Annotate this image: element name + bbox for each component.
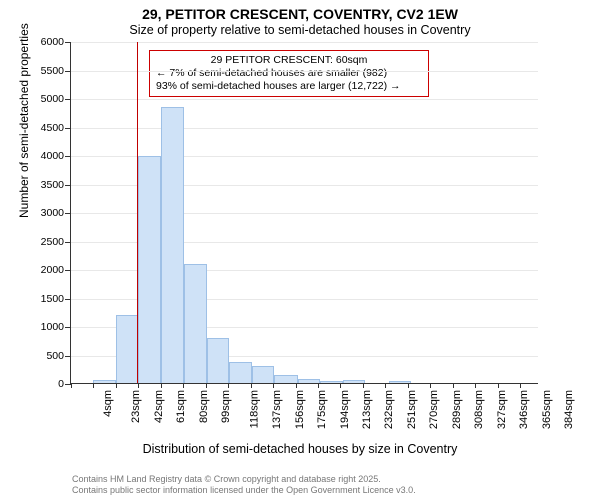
credits-block: Contains HM Land Registry data © Crown c… — [72, 474, 416, 497]
x-tick-label: 194sqm — [339, 390, 351, 429]
x-tick-label: 42sqm — [153, 390, 165, 423]
x-tick-label: 289sqm — [451, 390, 463, 429]
y-tick — [65, 71, 71, 72]
histogram-bar — [229, 362, 251, 383]
x-tick — [251, 383, 252, 388]
x-tick-label: 61sqm — [175, 390, 187, 423]
histogram-bar — [252, 366, 274, 383]
y-tick — [65, 242, 71, 243]
y-tick — [65, 128, 71, 129]
annotation-line: 29 PETITOR CRESCENT: 60sqm — [156, 54, 422, 67]
y-tick — [65, 156, 71, 157]
x-tick — [385, 383, 386, 388]
x-tick-label: 118sqm — [248, 390, 260, 428]
x-tick — [475, 383, 476, 388]
x-tick-label: 4sqm — [102, 390, 114, 417]
x-tick-label: 23sqm — [130, 390, 142, 423]
y-tick — [65, 299, 71, 300]
annotation-line: ← 7% of semi-detached houses are smaller… — [156, 67, 422, 80]
histogram-bar — [93, 380, 115, 383]
y-tick-label: 1500 — [41, 293, 64, 305]
x-tick — [453, 383, 454, 388]
x-tick-label: 327sqm — [496, 390, 508, 429]
y-tick-label: 3500 — [41, 179, 64, 191]
x-tick — [273, 383, 274, 388]
plot-area: 29 PETITOR CRESCENT: 60sqm ← 7% of semi-… — [70, 42, 538, 384]
y-tick — [65, 270, 71, 271]
histogram-bar — [184, 264, 206, 383]
x-tick-label: 80sqm — [198, 390, 210, 423]
y-tick — [65, 99, 71, 100]
x-tick — [520, 383, 521, 388]
y-tick — [65, 327, 71, 328]
x-tick — [498, 383, 499, 388]
x-tick — [318, 383, 319, 388]
y-tick-label: 500 — [46, 350, 64, 362]
y-tick-label: 5500 — [41, 65, 64, 77]
x-tick-label: 175sqm — [316, 390, 328, 429]
x-tick-label: 251sqm — [406, 390, 418, 429]
y-tick-label: 2500 — [41, 236, 64, 248]
x-tick — [408, 383, 409, 388]
credit-line: Contains HM Land Registry data © Crown c… — [72, 474, 416, 485]
x-tick — [93, 383, 94, 388]
histogram-bar — [298, 379, 320, 383]
x-tick — [206, 383, 207, 388]
x-tick-label: 137sqm — [271, 390, 283, 429]
histogram-bar — [116, 315, 138, 383]
x-tick — [161, 383, 162, 388]
y-axis-title: Number of semi-detached properties — [17, 23, 31, 218]
x-tick — [228, 383, 229, 388]
x-tick-label: 156sqm — [294, 390, 306, 429]
x-tick — [430, 383, 431, 388]
x-tick — [116, 383, 117, 388]
x-tick-label: 308sqm — [473, 390, 485, 429]
y-tick-label: 1000 — [41, 321, 64, 333]
histogram-bar — [320, 381, 342, 383]
annotation-line: 93% of semi-detached houses are larger (… — [156, 80, 422, 93]
histogram-bar — [343, 380, 365, 383]
x-tick-label: 270sqm — [429, 390, 441, 429]
y-tick-label: 4000 — [41, 150, 64, 162]
x-tick-label: 365sqm — [541, 390, 553, 429]
gridline — [71, 128, 538, 129]
histogram-chart: 29 PETITOR CRESCENT: 60sqm ← 7% of semi-… — [70, 42, 558, 400]
y-tick-label: 4500 — [41, 122, 64, 134]
gridline — [71, 99, 538, 100]
y-tick-label: 0 — [58, 378, 64, 390]
x-tick-label: 346sqm — [518, 390, 530, 429]
x-tick — [363, 383, 364, 388]
histogram-bar — [274, 375, 298, 383]
x-tick-label: 213sqm — [361, 390, 373, 429]
credit-line: Contains public sector information licen… — [72, 485, 416, 496]
y-tick-label: 3000 — [41, 207, 64, 219]
page-title: 29, PETITOR CRESCENT, COVENTRY, CV2 1EW — [0, 6, 600, 22]
x-tick — [340, 383, 341, 388]
x-tick — [296, 383, 297, 388]
histogram-bar — [138, 156, 160, 383]
y-tick — [65, 213, 71, 214]
y-tick-label: 5000 — [41, 93, 64, 105]
x-tick-label: 384sqm — [563, 390, 575, 429]
y-tick-label: 2000 — [41, 264, 64, 276]
page-subtitle: Size of property relative to semi-detach… — [0, 23, 600, 37]
marker-line — [137, 42, 138, 383]
histogram-bar — [207, 338, 229, 383]
y-tick-label: 6000 — [41, 36, 64, 48]
x-tick-label: 99sqm — [220, 390, 232, 423]
gridline — [71, 71, 538, 72]
y-tick — [65, 356, 71, 357]
annotation-box: 29 PETITOR CRESCENT: 60sqm ← 7% of semi-… — [149, 50, 429, 97]
x-tick-label: 232sqm — [384, 390, 396, 429]
y-tick — [65, 185, 71, 186]
y-tick — [65, 42, 71, 43]
x-tick — [71, 383, 72, 388]
gridline — [71, 42, 538, 43]
x-axis-title: Distribution of semi-detached houses by … — [0, 442, 600, 456]
x-tick — [138, 383, 139, 388]
x-tick — [183, 383, 184, 388]
histogram-bar — [161, 107, 185, 383]
